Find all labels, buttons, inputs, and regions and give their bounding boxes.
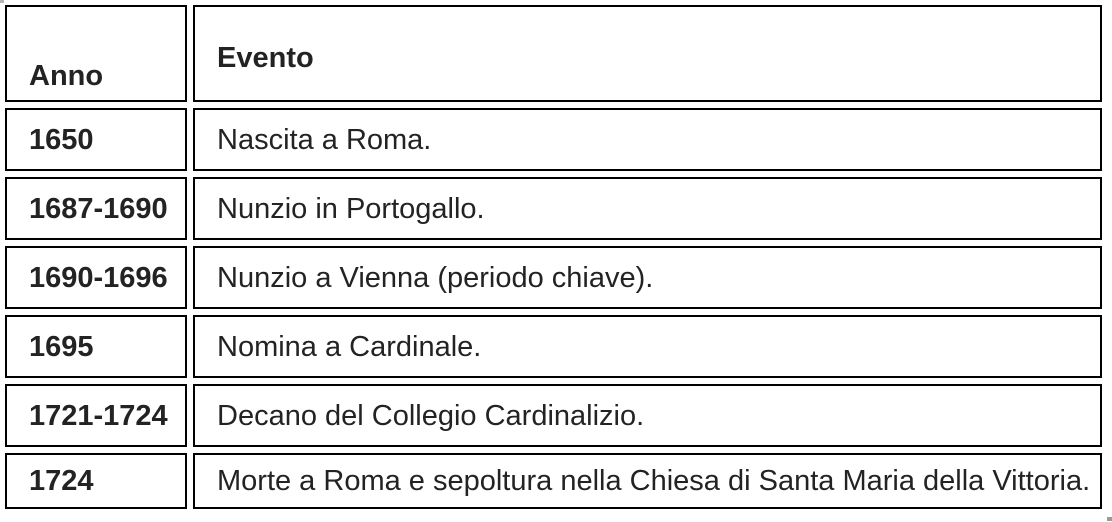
table-row: 1650 Nascita a Roma. — [5, 108, 1102, 171]
event-cell: Nunzio a Vienna (periodo chiave). — [193, 246, 1102, 309]
year-cell: 1695 — [5, 315, 187, 378]
event-cell: Nunzio in Portogallo. — [193, 177, 1102, 240]
event-cell: Decano del Collegio Cardinalizio. — [193, 384, 1102, 447]
table-header: Anno Evento — [5, 5, 1102, 102]
event-cell: Morte a Roma e sepoltura nella Chiesa di… — [193, 453, 1102, 509]
column-header-anno: Anno — [5, 5, 187, 102]
corner-mark-bottom-right — [1107, 517, 1112, 521]
table-row: 1687-1690 Nunzio in Portogallo. — [5, 177, 1102, 240]
year-cell: 1721-1724 — [5, 384, 187, 447]
corner-mark-top-left — [0, 0, 4, 3]
event-cell: Nomina a Cardinale. — [193, 315, 1102, 378]
table-body: 1650 Nascita a Roma. 1687-1690 Nunzio in… — [5, 108, 1102, 509]
table-row: 1695 Nomina a Cardinale. — [5, 315, 1102, 378]
table-row: 1690-1696 Nunzio a Vienna (periodo chiav… — [5, 246, 1102, 309]
column-header-evento: Evento — [193, 5, 1102, 102]
year-cell: 1650 — [5, 108, 187, 171]
table-row: 1724 Morte a Roma e sepoltura nella Chie… — [5, 453, 1102, 509]
header-row: Anno Evento — [5, 5, 1102, 102]
table-row: 1721-1724 Decano del Collegio Cardinaliz… — [5, 384, 1102, 447]
event-cell: Nascita a Roma. — [193, 108, 1102, 171]
year-cell: 1690-1696 — [5, 246, 187, 309]
year-cell: 1687-1690 — [5, 177, 187, 240]
year-cell: 1724 — [5, 453, 187, 509]
